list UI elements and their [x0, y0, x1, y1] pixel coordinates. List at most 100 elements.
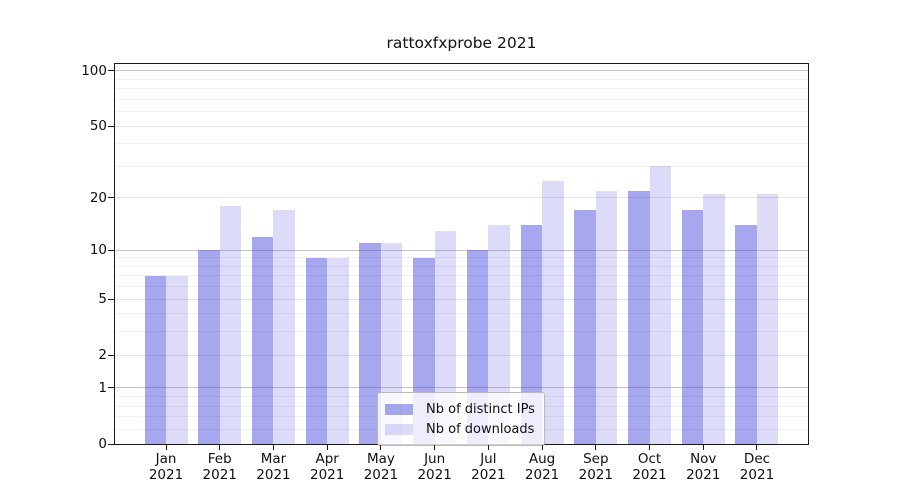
chart-title: rattoxfxprobe 2021	[386, 34, 537, 52]
x-tick-year: 2021	[363, 466, 399, 483]
legend-row-downloads: Nb of downloads	[385, 419, 535, 439]
y-tick-mark-100	[108, 70, 114, 72]
x-tick-label-mar: Mar 2021	[238, 451, 308, 483]
bar-ips-may	[359, 243, 381, 444]
bar-ips-apr	[305, 257, 328, 444]
x-tick-mark-feb	[219, 445, 221, 450]
x-tick-mark-aug	[541, 445, 543, 450]
x-tick-label-apr: Apr 2021	[292, 451, 362, 483]
x-tick-year: 2021	[524, 466, 560, 483]
bar-downloads-aug	[542, 180, 564, 444]
y-tick-mark-10	[108, 249, 114, 251]
x-tick-month: Apr	[315, 451, 339, 467]
gridline-90	[115, 78, 808, 80]
legend: Nb of distinct IPs Nb of downloads	[377, 392, 545, 446]
bar-downloads-sep	[595, 190, 618, 444]
y-tick-mark-0	[108, 443, 114, 445]
x-tick-year: 2021	[417, 466, 452, 483]
gridline-7	[115, 275, 808, 277]
legend-row-ips: Nb of distinct IPs	[385, 399, 535, 419]
bar-downloads-nov	[703, 194, 725, 444]
plot-area: Nb of distinct IPs Nb of downloads	[114, 63, 809, 446]
x-tick-month: Aug	[528, 451, 556, 467]
bar-ips-aug	[520, 225, 543, 444]
x-tick-year: 2021	[256, 466, 291, 483]
x-tick-month: Dec	[743, 451, 771, 467]
y-tick-mark-1	[108, 387, 114, 389]
gridline-60	[115, 111, 808, 113]
y-tick-mark-20	[108, 197, 114, 199]
x-tick-year: 2021	[739, 466, 775, 483]
bar-downloads-apr	[327, 257, 349, 444]
x-tick-year: 2021	[202, 466, 237, 483]
x-tick-mark-nov	[702, 445, 704, 450]
x-tick-label-nov: Nov 2021	[668, 451, 738, 483]
x-tick-mark-jan	[165, 445, 167, 450]
bar-downloads-dec	[756, 194, 779, 444]
x-tick-year: 2021	[686, 466, 721, 483]
x-tick-month: Sep	[583, 451, 609, 467]
gridline-80	[115, 88, 808, 90]
gridline-10	[115, 249, 808, 251]
gridline-70	[115, 98, 808, 100]
x-tick-label-oct: Oct 2021	[615, 451, 685, 483]
bar-ips-nov	[681, 210, 704, 444]
bar-ips-sep	[574, 210, 596, 444]
bar-ips-dec	[735, 225, 757, 444]
x-tick-label-dec: Dec 2021	[722, 451, 792, 483]
y-tick-label-2: 2	[98, 347, 107, 364]
x-tick-month: Jul	[480, 451, 497, 467]
x-tick-month: Jan	[155, 451, 177, 467]
y-tick-mark-5	[108, 298, 114, 300]
x-tick-label-sep: Sep 2021	[561, 451, 631, 483]
legend-swatch-downloads-icon	[385, 423, 413, 435]
gridline-40	[115, 143, 808, 145]
x-tick-month: Feb	[207, 451, 232, 467]
gridline-100	[115, 70, 808, 72]
x-tick-label-may: May 2021	[346, 451, 416, 483]
x-tick-year: 2021	[632, 466, 667, 483]
y-tick-label-50: 50	[89, 118, 107, 135]
y-tick-mark-2	[108, 354, 114, 356]
x-tick-label-aug: Aug 2021	[507, 451, 577, 483]
legend-label-downloads: Nb of downloads	[426, 421, 535, 437]
x-tick-mark-jul	[487, 445, 489, 450]
x-tick-label-jan: Jan 2021	[131, 451, 201, 483]
x-tick-mark-oct	[649, 445, 651, 450]
x-tick-label-feb: Feb 2021	[185, 451, 255, 483]
bar-downloads-jul	[488, 225, 510, 444]
legend-swatch-ips-icon	[385, 403, 413, 415]
legend-label-ips: Nb of distinct IPs	[426, 401, 535, 417]
bar-downloads-oct	[649, 166, 672, 444]
x-tick-year: 2021	[309, 466, 345, 483]
x-tick-mark-jun	[434, 445, 436, 450]
x-tick-month: Mar	[260, 451, 287, 467]
bar-ips-feb	[198, 250, 220, 444]
x-tick-mark-sep	[595, 445, 597, 450]
bar-downloads-feb	[219, 206, 242, 444]
gridline-50	[115, 125, 808, 127]
gridline-1	[115, 387, 808, 389]
bar-downloads-jun	[434, 230, 457, 444]
gridline-20	[115, 197, 808, 199]
bar-downloads-jan	[166, 275, 188, 444]
y-tick-mark-50	[108, 125, 114, 127]
x-tick-month: Jun	[424, 451, 446, 467]
y-tick-label-20: 20	[89, 189, 107, 206]
gridline-4	[115, 313, 808, 315]
y-tick-label-100: 100	[81, 62, 107, 79]
x-tick-year: 2021	[148, 466, 184, 483]
gridline-2	[115, 354, 808, 356]
x-tick-month: May	[366, 451, 395, 467]
bar-ips-jan	[144, 275, 166, 444]
y-tick-label-5: 5	[98, 291, 107, 308]
y-tick-label-0: 0	[98, 436, 107, 452]
gridline-6	[115, 286, 808, 288]
x-tick-month: Oct	[637, 451, 662, 467]
x-tick-year: 2021	[471, 466, 506, 483]
bar-downloads-mar	[273, 210, 295, 444]
x-tick-month: Nov	[690, 451, 717, 467]
gridline-8	[115, 265, 808, 267]
gridline-3	[115, 331, 808, 333]
